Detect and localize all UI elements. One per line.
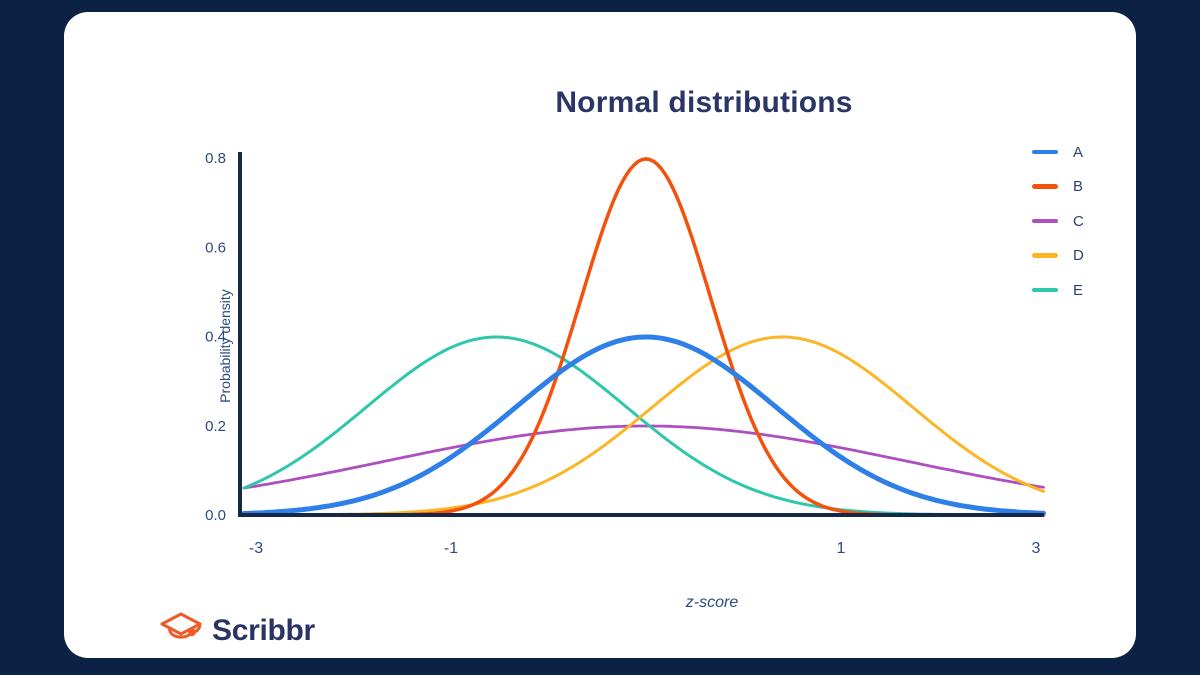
- y-tick-label: 0.0: [205, 507, 226, 524]
- y-tick-label: 0.2: [205, 418, 226, 435]
- legend-label: B: [1073, 178, 1084, 195]
- x-tick-label: -1: [444, 540, 458, 557]
- legend-item: C: [1032, 211, 1084, 231]
- curve-A: [241, 334, 1046, 516]
- y-tick-label: 0.8: [205, 150, 226, 167]
- x-tick-label: 1: [837, 540, 846, 557]
- figure-card: Normal distributions Probability density…: [64, 12, 1136, 658]
- curve-C: [242, 424, 1045, 490]
- brand-footer: Scribbr: [159, 610, 315, 652]
- x-tick-label: 3: [1032, 540, 1041, 557]
- y-tick-label: 0.4: [205, 329, 226, 346]
- legend-swatch: [1032, 149, 1058, 155]
- x-tick-label: -3: [249, 540, 263, 557]
- legend-item: A: [1032, 142, 1084, 162]
- y-tick-label: 0.6: [205, 239, 226, 256]
- legend-label: C: [1073, 212, 1084, 230]
- legend-swatch: [1032, 218, 1058, 224]
- legend-swatch: [1032, 287, 1058, 293]
- legend-item: D: [1032, 246, 1084, 266]
- legend-label: E: [1073, 281, 1084, 299]
- brand-name: Scribbr: [212, 614, 315, 647]
- legend-label: A: [1073, 143, 1084, 161]
- legend-item: B: [1032, 177, 1084, 197]
- x-axis-label: z-score: [685, 594, 739, 611]
- legend-swatch: [1032, 253, 1058, 258]
- legend-swatch: [1032, 184, 1058, 189]
- legend-label: D: [1073, 247, 1084, 264]
- legend-item: E: [1032, 280, 1084, 300]
- graduation-cap-icon: [160, 612, 202, 639]
- chart-title: Normal distributions: [555, 86, 853, 119]
